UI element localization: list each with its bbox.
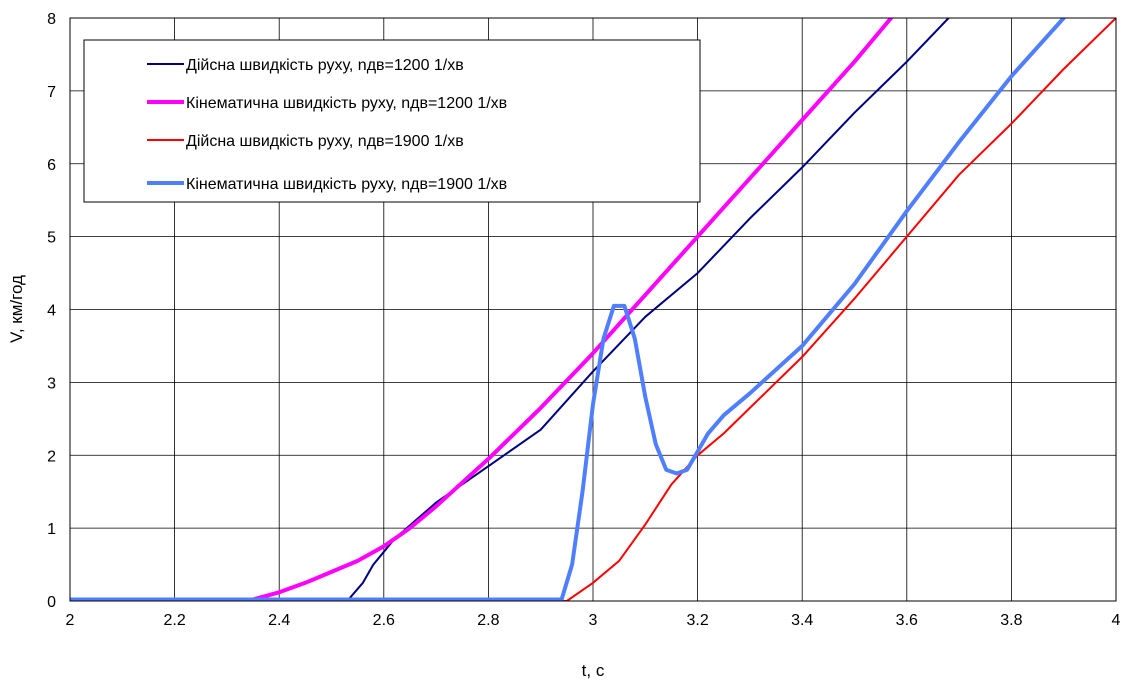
y-tick-label: 2 [47, 448, 56, 465]
y-axis-title: V, км/год [7, 275, 26, 343]
x-tick-label: 2.8 [477, 612, 499, 629]
x-tick-label: 4 [1112, 612, 1121, 629]
x-tick-label: 2.2 [163, 612, 185, 629]
legend: Дійсна швидкість руху, nдв=1200 1/хв Кіне… [83, 39, 701, 203]
series-line-3 [70, 18, 1116, 601]
x-tick-labels: 2 2.2 2.4 2.6 2.8 3 3.2 3.4 3.6 3.8 4 [66, 612, 1121, 629]
plot-frame [69, 17, 1117, 602]
legend-label-2: Кінематична швидкість руху, nдв=1200 1/х… [186, 95, 507, 112]
y-tick-label: 6 [47, 157, 56, 174]
y-tick-label: 3 [47, 375, 56, 392]
y-tick-label: 4 [47, 303, 56, 320]
legend-label-1: Дійсна швидкість руху, nдв=1200 1/хв [186, 57, 464, 74]
x-tick-label: 3.2 [686, 612, 708, 629]
x-tick-label: 3.4 [791, 612, 813, 629]
legend-box [83, 39, 701, 203]
y-tick-label: 8 [47, 11, 56, 28]
series-line-4 [70, 18, 1066, 601]
y-tick-labels: 0 1 2 3 4 5 6 7 8 [47, 11, 56, 611]
y-tick-label: 5 [47, 230, 56, 247]
x-tick-label: 2.6 [373, 612, 395, 629]
series-lines [70, 18, 1116, 601]
y-tick-label: 1 [47, 521, 56, 538]
x-tick-label: 3 [589, 612, 598, 629]
series-line-2 [70, 18, 894, 601]
x-tick-label: 3.8 [1000, 612, 1022, 629]
series-line-1 [70, 18, 950, 601]
x-axis-title: t, c [582, 661, 605, 680]
y-tick-label: 0 [47, 594, 56, 611]
x-tick-label: 2 [66, 612, 75, 629]
x-tick-label: 3.6 [896, 612, 918, 629]
legend-label-4: Кінематична швидкість руху, nдв=1900 1/х… [186, 176, 507, 193]
legend-label-3: Дійсна швидкість руху, nдв=1900 1/хв [186, 133, 464, 150]
y-tick-label: 7 [47, 84, 56, 101]
x-tick-label: 2.4 [268, 612, 290, 629]
